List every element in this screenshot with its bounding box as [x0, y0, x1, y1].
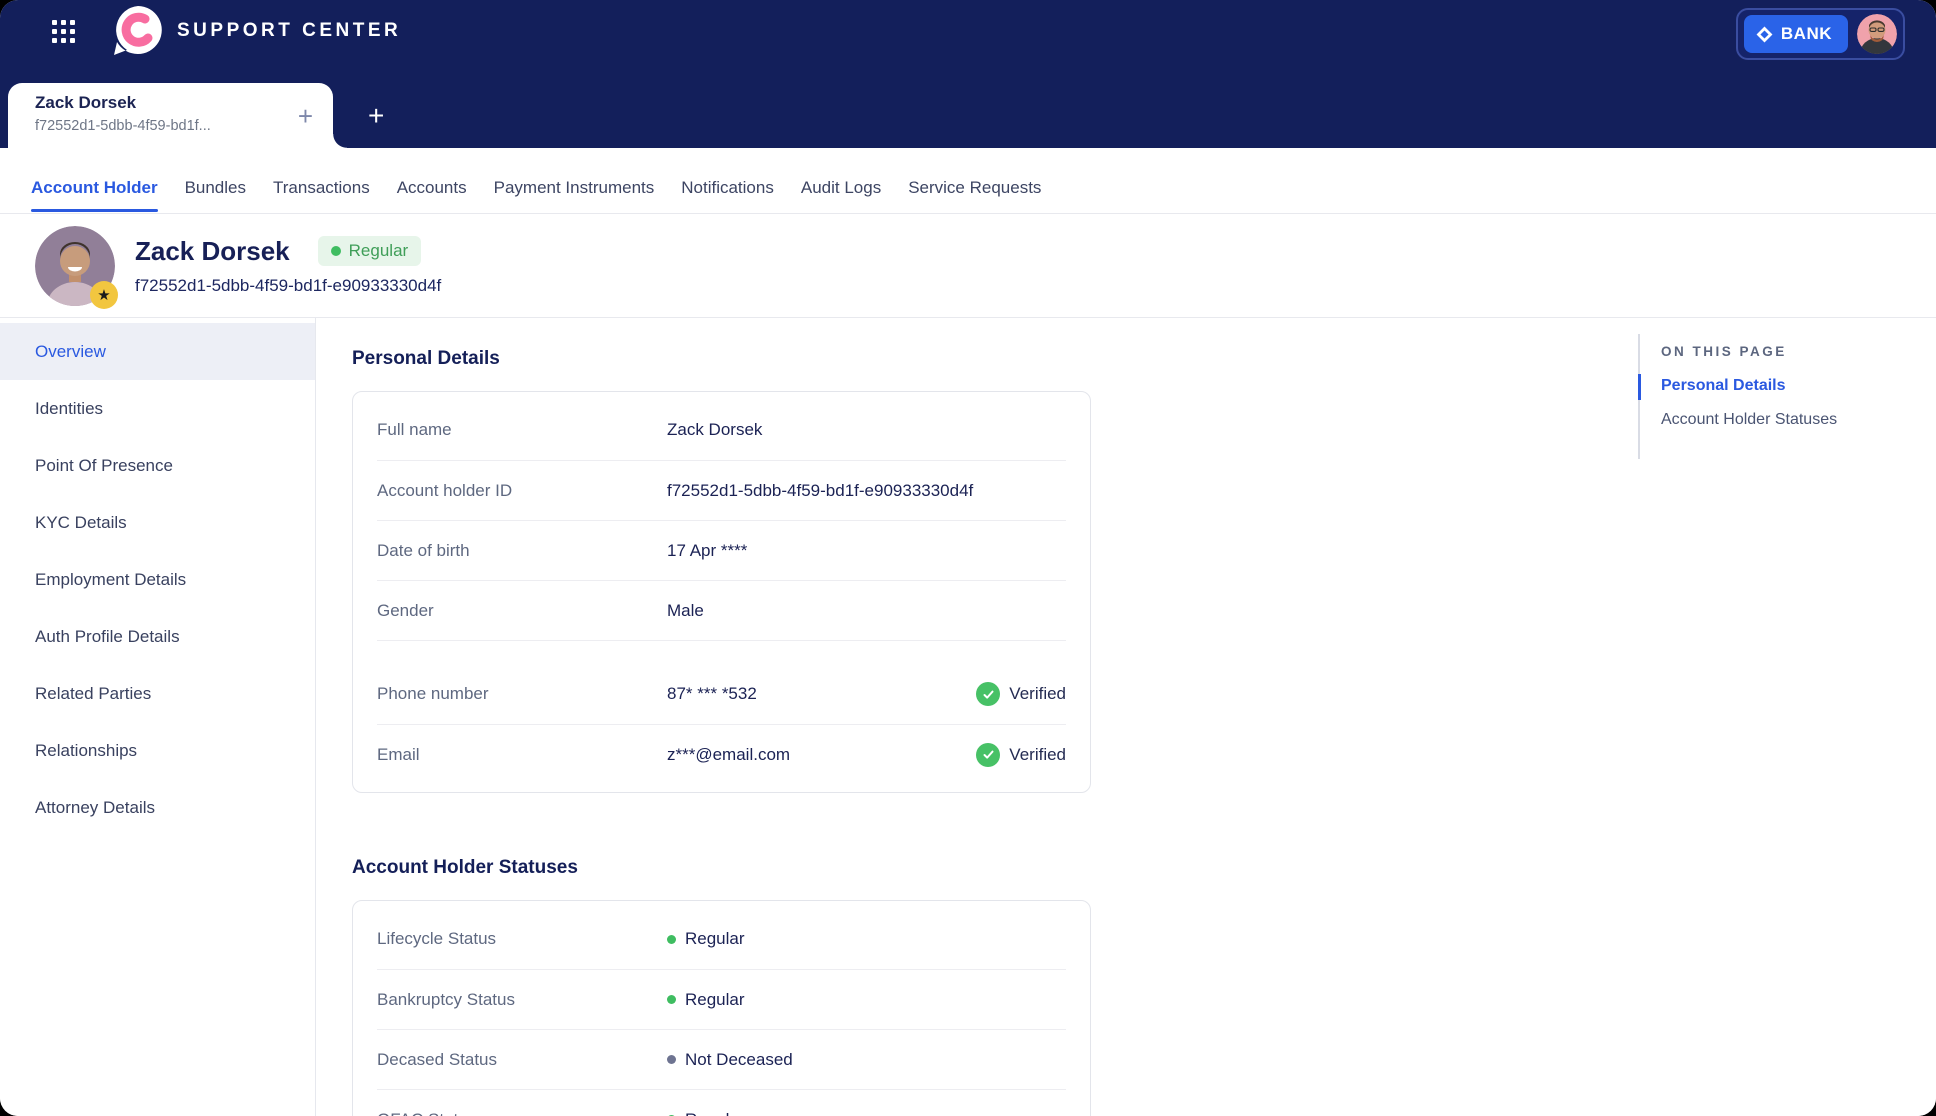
- toc-item-account-holder-statuses[interactable]: Account Holder Statuses: [1661, 411, 1838, 428]
- check-circle-icon: [976, 742, 1001, 767]
- support-center-logo-icon: [114, 6, 162, 55]
- tab-bundles[interactable]: Bundles: [184, 177, 246, 197]
- status-dot-icon: [667, 1055, 676, 1064]
- status-row-deceased: Decased Status Not Deceased: [377, 1029, 1066, 1089]
- sidebar-item-relationships[interactable]: Relationships: [35, 740, 138, 760]
- tab-audit-logs[interactable]: Audit Logs: [800, 177, 882, 197]
- tab-title: Zack Dorsek: [35, 93, 137, 112]
- lifecycle-status-badge: Regular: [317, 236, 422, 266]
- status-row-lifecycle: Lifecycle Status Regular: [377, 929, 745, 948]
- check-circle-icon: [976, 682, 1001, 706]
- personal-details-card: Full name Zack Dorsek Account holder ID …: [352, 391, 1091, 793]
- tab-subtitle: f72552d1-5dbb-4f59-bd1f...: [35, 118, 211, 134]
- account-holder-statuses-card: Lifecycle Status Regular Bankruptcy Stat…: [352, 900, 1091, 1116]
- open-record-tab[interactable]: Zack Dorsek f72552d1-5dbb-4f59-bd1f... +: [8, 83, 347, 148]
- account-holder-name: Zack Dorsek: [135, 235, 290, 266]
- status-row-ofac: OFAC Status Regular: [377, 1089, 1066, 1116]
- sidebar-item-attorney-details[interactable]: Attorney Details: [35, 797, 155, 817]
- profile-header: ★ Zack Dorsek Regular f72552d1-5dbb-4f59…: [0, 214, 1936, 318]
- top-bar: SUPPORT CENTER: [0, 0, 1936, 62]
- detail-row-full-name: Full name Zack Dorsek: [377, 420, 763, 439]
- section-sidebar: Overview Identities Point Of Presence KY…: [0, 318, 316, 1116]
- star-badge-icon: ★: [90, 280, 118, 309]
- detail-row-email: Email z***@email.com Verified: [377, 724, 1066, 784]
- verified-badge: Verified: [976, 742, 1066, 767]
- app-grid-icon[interactable]: [52, 19, 75, 43]
- user-avatar[interactable]: [1857, 14, 1897, 54]
- tab-account-holder[interactable]: Account Holder: [31, 162, 158, 213]
- tab-service-requests[interactable]: Service Requests: [908, 177, 1042, 197]
- add-tab-icon[interactable]: +: [297, 101, 313, 131]
- sidebar-item-point-of-presence[interactable]: Point Of Presence: [35, 455, 173, 475]
- personal-details-title: Personal Details: [352, 348, 500, 369]
- verified-badge: Verified: [976, 682, 1066, 706]
- bank-button[interactable]: BANK: [1743, 15, 1848, 53]
- brand-title: SUPPORT CENTER: [177, 20, 402, 41]
- tab-accounts[interactable]: Accounts: [396, 177, 467, 197]
- status-dot-icon: [667, 934, 676, 944]
- overview-panel: Personal Details Full name Zack Dorsek A…: [352, 318, 1091, 1116]
- bank-button-label: BANK: [1780, 24, 1832, 43]
- status-row-bankruptcy: Bankruptcy Status Regular: [377, 969, 1066, 1029]
- tab-payment-instruments[interactable]: Payment Instruments: [493, 177, 655, 197]
- record-nav-tabs: Account Holder Bundles Transactions Acco…: [0, 148, 1936, 214]
- detail-row-gender: Gender Male: [377, 580, 1066, 640]
- status-dot-icon: [667, 995, 676, 1004]
- sidebar-item-kyc-details[interactable]: KYC Details: [35, 512, 127, 532]
- content-area: Account Holder Bundles Transactions Acco…: [0, 148, 1936, 1116]
- detail-row-phone-number: Phone number 87* *** *532 Verified: [377, 664, 1066, 724]
- sidebar-item-overview[interactable]: Overview: [0, 323, 315, 380]
- status-badge-label: Regular: [348, 241, 409, 260]
- sidebar-item-related-parties[interactable]: Related Parties: [35, 683, 152, 703]
- sidebar-item-employment-details[interactable]: Employment Details: [35, 569, 187, 589]
- tab-notifications[interactable]: Notifications: [681, 177, 774, 197]
- section-divider: [377, 640, 1066, 664]
- body-row: Overview Identities Point Of Presence KY…: [0, 318, 1936, 1116]
- on-this-page-nav: ON THIS PAGE Personal Details Account Ho…: [1638, 334, 1898, 459]
- toc-item-personal-details[interactable]: Personal Details: [1638, 374, 1898, 400]
- profile-avatar: ★: [35, 225, 118, 309]
- new-tab-icon[interactable]: +: [368, 100, 385, 131]
- top-navigation-bar: SUPPORT CENTER BANK: [0, 0, 1936, 148]
- sidebar-item-identities[interactable]: Identities: [35, 398, 104, 418]
- toc-header: ON THIS PAGE: [1661, 344, 1787, 359]
- status-dot-icon: [330, 246, 341, 256]
- detail-row-date-of-birth: Date of birth 17 Apr ****: [377, 520, 1066, 580]
- account-holder-id: f72552d1-5dbb-4f59-bd1f-e90933330d4f: [135, 275, 442, 295]
- diamond-icon: [1756, 26, 1773, 42]
- tab-transactions[interactable]: Transactions: [273, 177, 370, 197]
- account-holder-statuses-title: Account Holder Statuses: [352, 857, 578, 878]
- sidebar-item-auth-profile-details[interactable]: Auth Profile Details: [35, 626, 180, 646]
- workspace-switcher: BANK: [1735, 8, 1905, 60]
- detail-row-account-holder-id: Account holder ID f72552d1-5dbb-4f59-bd1…: [377, 460, 1066, 520]
